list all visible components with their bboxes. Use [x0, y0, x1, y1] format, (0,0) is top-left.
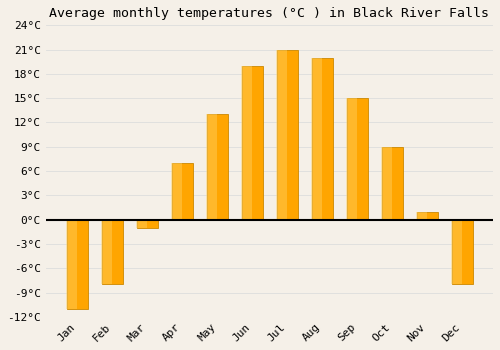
Bar	[347, 98, 368, 220]
Bar	[136, 220, 147, 228]
Bar	[102, 220, 123, 285]
Bar	[346, 98, 358, 220]
Bar	[67, 220, 88, 309]
Bar	[66, 220, 78, 309]
Bar	[452, 220, 472, 285]
Bar	[171, 163, 182, 220]
Bar	[416, 211, 427, 220]
Bar	[206, 114, 218, 220]
Bar	[207, 114, 228, 220]
Bar	[312, 58, 333, 220]
Bar	[416, 211, 438, 220]
Bar	[241, 66, 252, 220]
Bar	[277, 50, 298, 220]
Bar	[137, 220, 158, 228]
Bar	[311, 58, 322, 220]
Bar	[382, 147, 403, 220]
Bar	[242, 66, 263, 220]
Bar	[101, 220, 112, 285]
Bar	[276, 50, 287, 220]
Bar	[450, 220, 462, 285]
Title: Average monthly temperatures (°C ) in Black River Falls: Average monthly temperatures (°C ) in Bl…	[50, 7, 490, 20]
Bar	[380, 147, 392, 220]
Bar	[172, 163, 193, 220]
